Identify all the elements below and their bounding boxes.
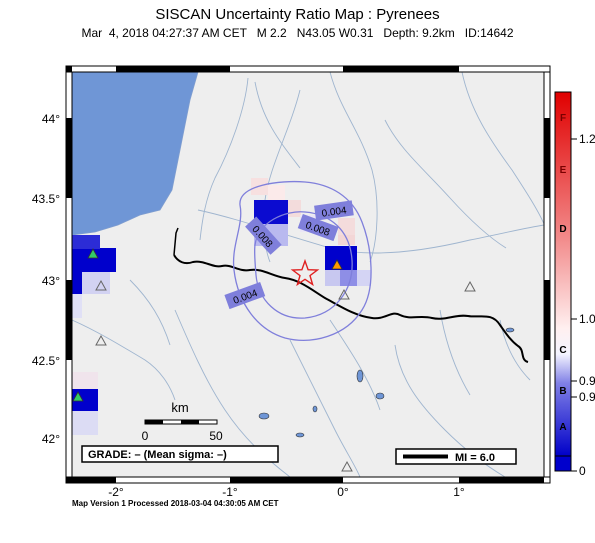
scale-unit: km [171, 400, 188, 415]
contour-lines [232, 180, 372, 341]
contour-label: 0.004 [321, 205, 348, 219]
colorbar-letter: B [559, 386, 566, 397]
colorbar-value: 0 [579, 464, 586, 478]
y-tick-label: 42° [42, 432, 60, 446]
colorbar-value: 1.2 [579, 132, 595, 146]
station-triggered [331, 259, 343, 270]
sea-area [72, 72, 199, 236]
x-tick-label: 1° [453, 485, 465, 499]
station-active [87, 248, 99, 259]
colorbar: F E D C B A 1.2 1.0 0.9 0.9 0 [554, 91, 595, 478]
y-tick-label: 44° [42, 112, 60, 126]
scale-bar: km 0 50 [142, 400, 223, 443]
map-title: SISCAN Uncertainty Ratio Map : Pyrenees [155, 6, 440, 23]
mi-legend: MI = 6.0 [395, 448, 517, 465]
colorbar-value: 0.9 [579, 374, 595, 388]
colorbar-value: 1.0 [579, 312, 595, 326]
colorbar-letter: F [560, 113, 566, 124]
border-line [173, 254, 529, 363]
colorbar-value: 0.9 [579, 390, 595, 404]
grade-label: GRADE: – (Mean sigma: –) [88, 449, 227, 461]
colorbar-letter: C [559, 345, 566, 356]
event-info: Mar 4, 2018 04:27:37 AM CET M 2.2 N43.05… [81, 26, 514, 40]
mi-label: MI = 6.0 [455, 452, 495, 464]
station-active [72, 391, 84, 402]
colorbar-letter: E [560, 165, 567, 176]
frame-ticks [65, 65, 551, 484]
stations [72, 248, 476, 472]
x-tick-labels: -2° -1° 0° 1° [108, 485, 465, 499]
processing-footer: Map Version 1 Processed 2018-03-04 04:30… [72, 499, 279, 508]
y-tick-labels: 44° 43.5° 43° 42.5° 42° [32, 112, 60, 446]
y-tick-label: 42.5° [32, 354, 60, 368]
coast-border [173, 227, 179, 256]
x-tick-label: -1° [222, 485, 238, 499]
lakes [258, 327, 515, 438]
y-tick-label: 43.5° [32, 192, 60, 206]
epicenter-star [290, 258, 320, 287]
colorbar-letter: D [559, 224, 566, 235]
colorbar-letter: A [559, 422, 566, 433]
scale-start: 0 [142, 429, 149, 443]
x-tick-label: -2° [108, 485, 124, 499]
scale-end: 50 [209, 429, 223, 443]
y-tick-label: 43° [42, 274, 60, 288]
x-tick-label: 0° [337, 485, 349, 499]
grade-box: GRADE: – (Mean sigma: –) [81, 445, 279, 463]
